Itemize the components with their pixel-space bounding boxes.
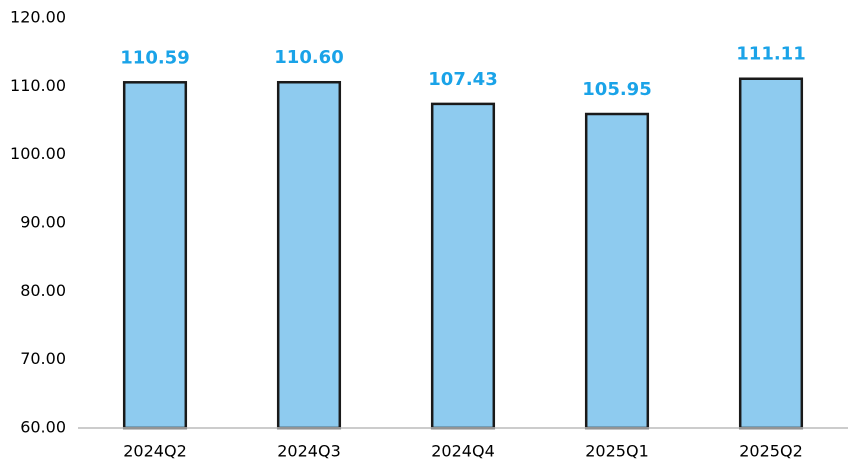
bar (276, 80, 342, 430)
bar (738, 77, 804, 430)
y-tick-label: 90.00 (20, 213, 66, 232)
bar (584, 112, 650, 430)
x-tick-label: 2024Q2 (123, 442, 187, 461)
data-label: 105.95 (582, 79, 651, 100)
y-tick-label: 70.00 (20, 349, 66, 368)
bar (122, 81, 188, 430)
bar (430, 102, 496, 430)
data-label: 111.11 (736, 44, 805, 65)
y-tick-label: 100.00 (10, 144, 66, 163)
data-label: 110.60 (274, 47, 343, 68)
x-tick-label: 2025Q2 (739, 442, 803, 461)
data-label: 107.43 (428, 69, 497, 90)
y-tick-label: 110.00 (10, 76, 66, 95)
data-label: 110.59 (120, 47, 189, 68)
x-tick-label: 2025Q1 (585, 442, 649, 461)
y-tick-label: 120.00 (10, 8, 66, 27)
x-tick-label: 2024Q4 (431, 442, 495, 461)
y-tick-label: 80.00 (20, 281, 66, 300)
y-tick-label: 60.00 (20, 418, 66, 437)
x-tick-label: 2024Q3 (277, 442, 341, 461)
